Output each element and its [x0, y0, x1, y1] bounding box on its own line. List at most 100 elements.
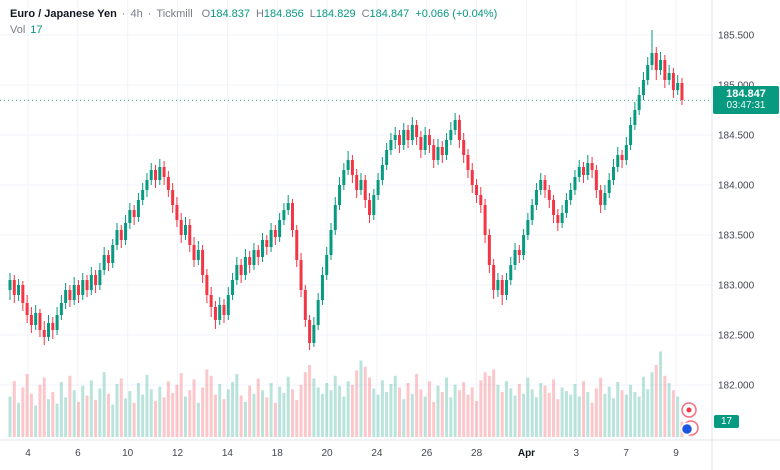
volume-bar	[201, 387, 205, 437]
time-axis-label: 18	[272, 448, 284, 459]
last-price-badge[interactable]: 184.847 03:47:31	[713, 86, 779, 115]
candle-body	[667, 73, 671, 80]
price-axis-label: 183.500	[718, 231, 755, 242]
candle-body	[526, 220, 530, 235]
volume-bar	[637, 396, 641, 437]
candle-body	[175, 205, 179, 220]
volume-bar	[372, 388, 376, 437]
volume-bar	[269, 383, 273, 437]
candle-body	[282, 210, 286, 220]
volume-bar	[51, 392, 55, 437]
candle-body	[427, 135, 431, 145]
candle-body	[85, 280, 89, 290]
candle-body	[42, 330, 46, 337]
candle-body	[654, 53, 658, 70]
chart-pane[interactable]	[0, 0, 712, 440]
volume-bar	[432, 401, 436, 437]
symbol-name[interactable]: Euro / Japanese Yen	[10, 8, 117, 20]
time-axis-label: 4	[25, 448, 31, 459]
volume-bar	[265, 397, 269, 437]
volume-bar	[286, 376, 290, 437]
candle-body	[453, 120, 457, 130]
candle-body	[235, 265, 239, 280]
volume-bar	[624, 394, 628, 437]
volume-bar	[59, 382, 63, 437]
price-axis[interactable]	[712, 0, 780, 440]
volume-bar	[192, 379, 196, 437]
high-label: H	[255, 8, 264, 20]
volume-bar	[646, 389, 650, 437]
candle-body	[385, 150, 389, 165]
volume-bar	[654, 365, 658, 437]
volume-bar	[659, 351, 663, 437]
ring-dot-marker-dot	[686, 407, 692, 413]
volume-bar	[278, 386, 282, 437]
time-axis-label: Apr	[518, 448, 535, 459]
candle-body	[569, 190, 573, 200]
price-axis-label: 182.000	[718, 381, 755, 392]
volume-bar	[273, 402, 277, 437]
volume-bar	[522, 393, 526, 437]
volume-bar	[154, 401, 158, 437]
candle-body	[342, 170, 346, 185]
volume-bar	[158, 386, 162, 437]
volume-bar	[218, 383, 222, 437]
volume-bar	[179, 373, 183, 437]
symbol-row[interactable]: Euro / Japanese Yen · 4h · Tickmill O184…	[10, 6, 497, 22]
volume-bar	[590, 402, 594, 437]
candle-body	[432, 145, 436, 160]
candle-body	[543, 180, 547, 190]
candle-body	[479, 195, 483, 205]
volume-bar	[539, 383, 543, 437]
candle-body	[449, 130, 453, 140]
volume-bar	[76, 401, 80, 437]
volume-bar	[325, 383, 329, 437]
volume-bar	[171, 392, 175, 437]
timeframe-label[interactable]: 4h	[130, 8, 143, 20]
candle-body	[633, 110, 637, 125]
candle-body	[179, 220, 183, 235]
open-label: O	[201, 8, 211, 20]
volume-bar	[427, 381, 431, 437]
volume-bar	[205, 369, 209, 437]
candle-body	[329, 230, 333, 255]
time-axis-label: 20	[322, 448, 334, 459]
candle-body	[59, 303, 63, 315]
volume-bar	[466, 394, 470, 437]
time-axis-label: 14	[222, 448, 234, 459]
time-axis-label: 6	[75, 448, 81, 459]
candle-body	[676, 83, 680, 90]
volume-row[interactable]: Vol 17	[10, 22, 497, 38]
candle-body	[269, 230, 273, 247]
volume-bar	[415, 374, 419, 437]
candle-body	[171, 190, 175, 205]
volume-bar	[663, 375, 667, 437]
candle-body	[680, 83, 684, 100]
volume-bar	[183, 396, 187, 437]
candle-body	[218, 305, 222, 320]
volume-bar	[252, 393, 256, 437]
volume-bar	[457, 390, 461, 437]
time-axis[interactable]	[0, 440, 780, 470]
candle-body	[102, 255, 106, 270]
volume-bar	[641, 376, 645, 437]
candle-body	[350, 160, 354, 175]
low-value: 184.829	[315, 8, 356, 20]
volume-bar	[453, 384, 457, 437]
volume-bar	[483, 372, 487, 437]
candle-body	[261, 240, 265, 257]
candle-body	[68, 290, 72, 300]
candle-body	[141, 190, 145, 200]
candle-body	[355, 175, 359, 190]
volume-bar	[106, 393, 110, 437]
time-axis-label: 7	[623, 448, 629, 459]
volume-bar	[42, 377, 46, 437]
candle-body	[55, 315, 59, 330]
volume-bar	[102, 372, 106, 437]
change-value: +0.066 (+0.04%)	[415, 8, 498, 20]
high-value: 184.856	[263, 8, 304, 20]
candle-body	[539, 180, 543, 190]
price-axis-label: 185.000	[718, 81, 755, 92]
candle-body	[590, 163, 594, 170]
candle-body	[25, 303, 29, 315]
